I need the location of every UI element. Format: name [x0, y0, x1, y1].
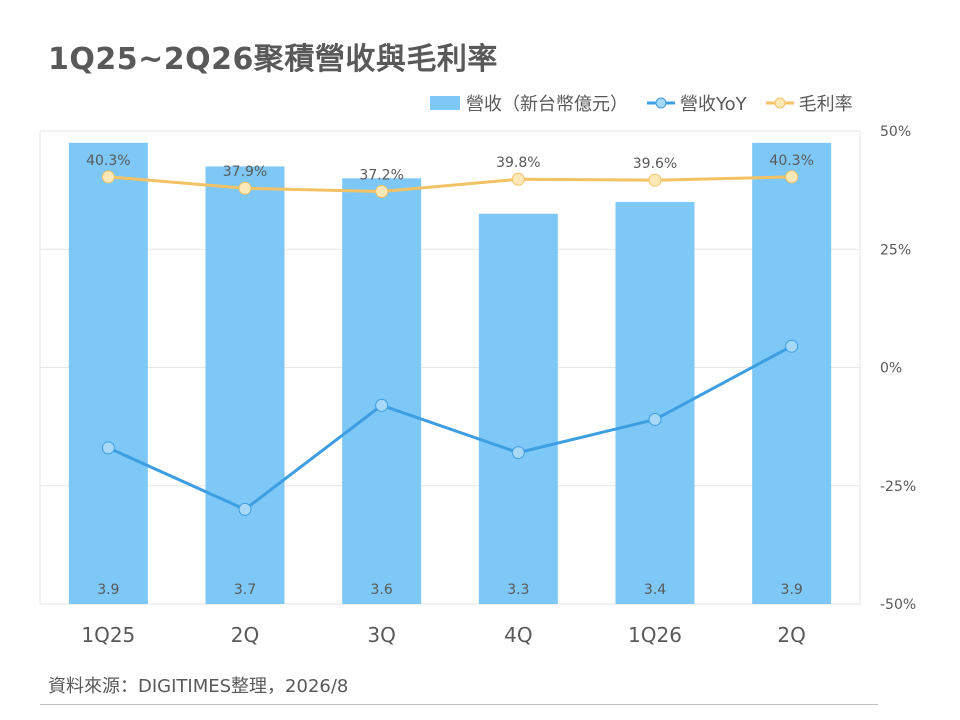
yoy-point [101, 441, 115, 455]
legend-marker [655, 97, 667, 109]
legend-item-revenue: 營收（新台幣億元） [430, 90, 628, 116]
right-axis-tick-label: 50% [880, 124, 911, 140]
margin-data-label: 40.3% [86, 153, 130, 169]
bar [478, 213, 558, 604]
legend-label-revenue: 營收（新台幣億元） [466, 94, 628, 115]
margin-data-label: 37.9% [223, 164, 267, 180]
legend-swatch-bar [430, 96, 460, 110]
bar-value-label: 3.9 [781, 582, 803, 598]
bar-value-label: 3.6 [371, 582, 393, 598]
right-axis-tick-label: 25% [880, 242, 911, 258]
bar-value-label: 3.7 [234, 582, 256, 598]
yoy-line [107, 344, 793, 511]
legend-label-margin: 毛利率 [798, 94, 853, 115]
legend-swatch-margin [765, 97, 794, 109]
bar [205, 166, 285, 604]
yoy-point [511, 446, 525, 460]
yoy-point [785, 339, 799, 353]
chart-title: 1Q25~2Q26聚積營收與毛利率 [48, 42, 498, 77]
legend-marker [774, 97, 786, 109]
category-label: 2Q [231, 623, 259, 647]
category-label: 4Q [504, 623, 532, 647]
legend-item-yoy: 營收YoY [646, 90, 747, 116]
legend-item-margin: 毛利率 [765, 90, 853, 116]
bar-value-label: 3.4 [644, 582, 666, 598]
category-label: 1Q26 [628, 623, 682, 647]
legend-swatch-yoy [647, 97, 675, 109]
legend: 營收（新台幣億元） 營收YoY 毛利率 [430, 90, 871, 116]
margin-data-label: 37.2% [359, 168, 403, 184]
bar [342, 178, 422, 605]
source-divider [40, 704, 878, 705]
yoy-point [648, 413, 662, 427]
margin-point [785, 170, 799, 184]
bar [68, 142, 148, 604]
bar [615, 201, 695, 604]
bar-value-label: 3.3 [507, 582, 529, 598]
bar [752, 142, 832, 604]
margin-point [648, 173, 662, 187]
yoy-point [238, 502, 252, 516]
margin-point [375, 185, 389, 199]
margin-data-label: 39.8% [496, 155, 540, 171]
category-label: 2Q [777, 623, 805, 647]
right-axis-tick-label: -25% [880, 479, 916, 495]
category-label: 1Q25 [81, 623, 135, 647]
margin-line [108, 175, 792, 194]
legend-label-yoy: 營收YoY [680, 94, 747, 115]
margin-data-label: 39.6% [633, 156, 677, 172]
category-label: 3Q [367, 623, 395, 647]
source-note: 資料來源：DIGITIMES整理，2026/8 [48, 676, 349, 697]
margin-point [511, 172, 525, 186]
bar-value-label: 3.9 [97, 582, 119, 598]
right-axis-tick-label: 0% [880, 361, 902, 377]
right-axis-tick-label: -50% [880, 597, 916, 613]
margin-data-label: 40.3% [769, 153, 813, 169]
margin-point [238, 181, 252, 195]
yoy-point [375, 398, 389, 412]
margin-point [101, 170, 115, 184]
